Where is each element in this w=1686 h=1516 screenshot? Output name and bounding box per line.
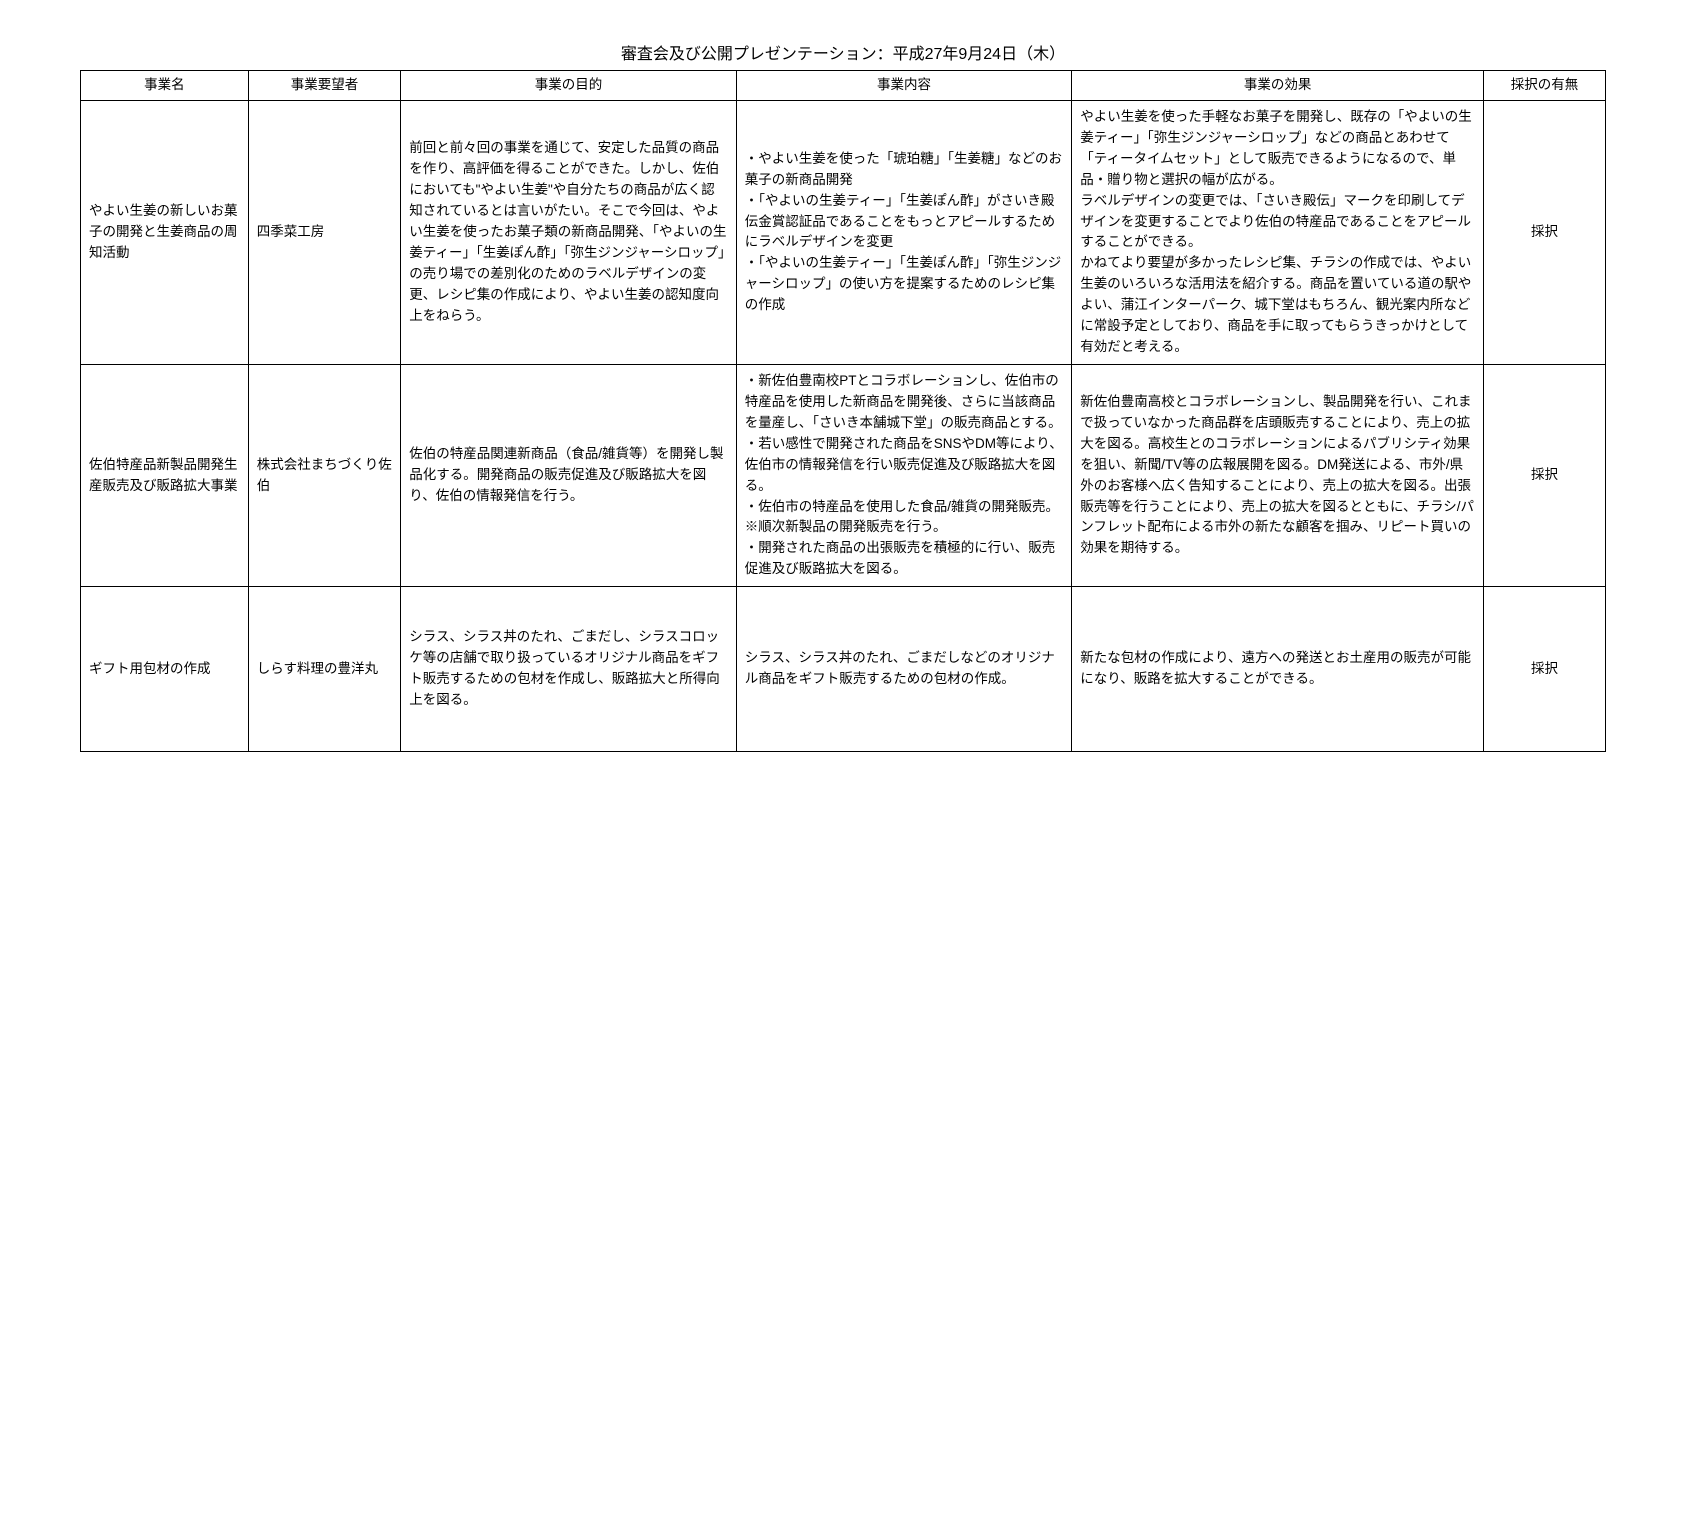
cell-applicant: しらす料理の豊洋丸 [248, 587, 401, 752]
table-row: やよい生姜の新しいお菓子の開発と生姜商品の周知活動 四季菜工房 前回と前々回の事… [81, 100, 1606, 364]
cell-adopted: 採択 [1484, 364, 1606, 586]
page-title: 審査会及び公開プレゼンテーション：平成27年9月24日（木） [80, 40, 1606, 64]
cell-purpose: 佐伯の特産品関連新商品（食品/雑貨等）を開発し製品化する。開発商品の販売促進及び… [401, 364, 737, 586]
col-header-applicant: 事業要望者 [248, 71, 401, 101]
cell-applicant: 四季菜工房 [248, 100, 401, 364]
projects-table: 事業名 事業要望者 事業の目的 事業内容 事業の効果 採択の有無 やよい生姜の新… [80, 70, 1606, 752]
cell-name: ギフト用包材の作成 [81, 587, 249, 752]
cell-purpose: 前回と前々回の事業を通じて、安定した品質の商品を作り、高評価を得ることができた。… [401, 100, 737, 364]
cell-adopted: 採択 [1484, 587, 1606, 752]
table-row: ギフト用包材の作成 しらす料理の豊洋丸 シラス、シラス丼のたれ、ごまだし、シラス… [81, 587, 1606, 752]
col-header-effect: 事業の効果 [1072, 71, 1484, 101]
col-header-name: 事業名 [81, 71, 249, 101]
cell-content: ・やよい生姜を使った「琥珀糖」「生姜糖」などのお菓子の新商品開発・「やよいの生姜… [736, 100, 1072, 364]
cell-purpose: シラス、シラス丼のたれ、ごまだし、シラスコロッケ等の店舗で取り扱っているオリジナ… [401, 587, 737, 752]
table-row: 佐伯特産品新製品開発生産販売及び販路拡大事業 株式会社まちづくり佐伯 佐伯の特産… [81, 364, 1606, 586]
cell-applicant: 株式会社まちづくり佐伯 [248, 364, 401, 586]
cell-content: シラス、シラス丼のたれ、ごまだしなどのオリジナル商品をギフト販売するための包材の… [736, 587, 1072, 752]
col-header-adopted: 採択の有無 [1484, 71, 1606, 101]
cell-name: 佐伯特産品新製品開発生産販売及び販路拡大事業 [81, 364, 249, 586]
col-header-content: 事業内容 [736, 71, 1072, 101]
cell-adopted: 採択 [1484, 100, 1606, 364]
cell-effect: 新佐伯豊南高校とコラボレーションし、製品開発を行い、これまで扱っていなかった商品… [1072, 364, 1484, 586]
cell-name: やよい生姜の新しいお菓子の開発と生姜商品の周知活動 [81, 100, 249, 364]
cell-effect: 新たな包材の作成により、遠方への発送とお土産用の販売が可能になり、販路を拡大する… [1072, 587, 1484, 752]
cell-effect: やよい生姜を使った手軽なお菓子を開発し、既存の「やよいの生姜ティー」「弥生ジンジ… [1072, 100, 1484, 364]
cell-content: ・新佐伯豊南校PTとコラボレーションし、佐伯市の特産品を使用した新商品を開発後、… [736, 364, 1072, 586]
col-header-purpose: 事業の目的 [401, 71, 737, 101]
table-header-row: 事業名 事業要望者 事業の目的 事業内容 事業の効果 採択の有無 [81, 71, 1606, 101]
